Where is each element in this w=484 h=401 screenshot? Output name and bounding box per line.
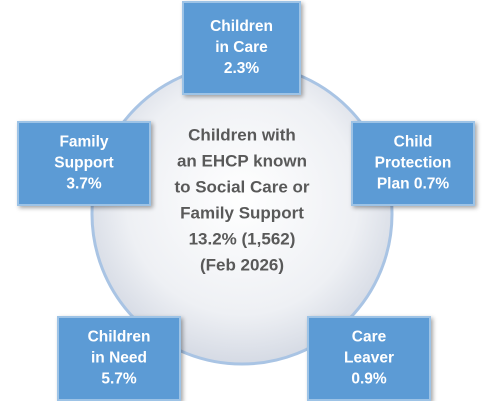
node-line: Family: [59, 134, 108, 151]
node-line: Leaver: [344, 350, 394, 367]
center-text: Children with an EHCP known to Social Care…: [174, 125, 309, 274]
node-box: [351, 121, 475, 206]
node: Children in Need 5.7%: [57, 316, 181, 401]
node: Family Support 3.7%: [17, 121, 151, 206]
center-line: (Feb 2026): [200, 255, 284, 274]
node-line: Protection: [375, 155, 452, 172]
node-line: 0.9%: [351, 371, 387, 388]
center-line: to Social Care or: [174, 177, 309, 196]
nodes: Children in Care 2.3% Child Protection Plan 0…: [17, 1, 475, 401]
node-line: Plan 0.7%: [377, 176, 450, 193]
node-box: [57, 316, 181, 401]
node-box: [307, 316, 431, 401]
node-line: Children: [88, 329, 151, 346]
center-line: Children with: [188, 125, 296, 144]
center-line: Family Support: [180, 203, 304, 222]
center-line: an EHCP known: [177, 151, 307, 170]
node: Children in Care 2.3%: [182, 1, 301, 95]
node-box: [182, 1, 301, 95]
node-line: Care: [352, 329, 387, 346]
node-line: 2.3%: [224, 60, 260, 77]
node-line: Support: [54, 155, 113, 172]
node-line: in Care: [215, 39, 268, 56]
node-line: Child: [394, 134, 433, 151]
node: Care Leaver 0.9%: [307, 316, 431, 401]
node: Child Protection Plan 0.7%: [351, 121, 475, 206]
node-line: in Need: [91, 350, 147, 367]
node-line: 3.7%: [66, 176, 102, 193]
node-line: 5.7%: [101, 371, 137, 388]
node-box: [17, 121, 151, 206]
node-line: Children: [210, 18, 273, 35]
center-line: 13.2% (1,562): [189, 229, 296, 248]
